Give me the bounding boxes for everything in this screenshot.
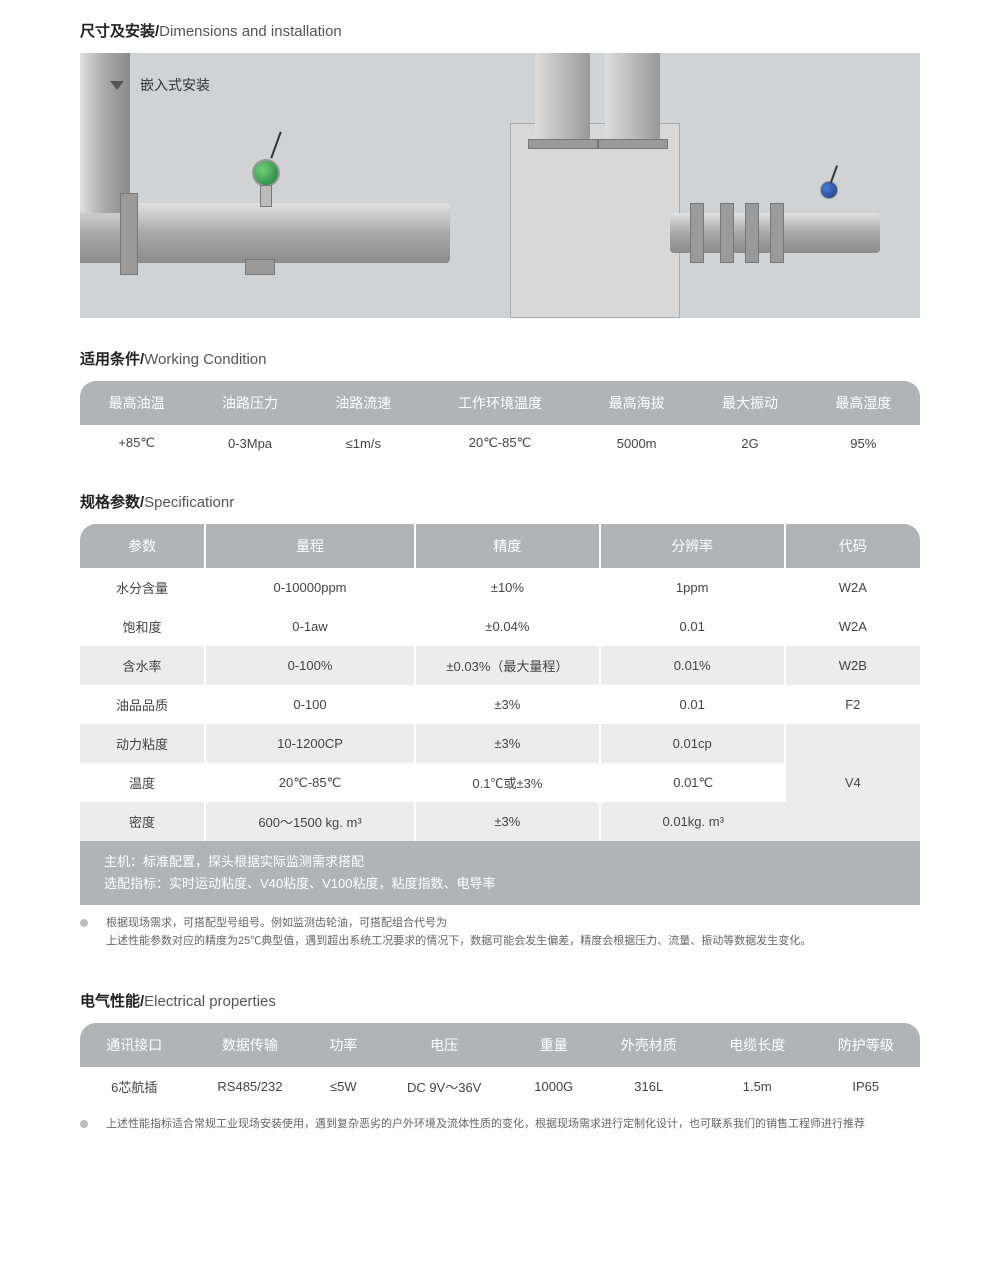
bullet-icon bbox=[80, 919, 88, 927]
el-h5: 外壳材质 bbox=[595, 1023, 703, 1067]
sp-h2: 精度 bbox=[416, 524, 601, 568]
wc-h4: 最高海拔 bbox=[580, 381, 693, 425]
elec-footnote: 上述性能指标适合常规工业现场安装使用，遇到复杂恶劣的户外环境及流体性质的变化，根… bbox=[80, 1116, 920, 1134]
wc-c3: 20℃-85℃ bbox=[420, 425, 580, 461]
table-row: 动力粘度 10-1200CP ±3% 0.01cp V4 bbox=[80, 724, 920, 763]
el-h7: 防护等级 bbox=[811, 1023, 920, 1067]
table-row: +85℃ 0-3Mpa ≤1m/s 20℃-85℃ 5000m 2G 95% bbox=[80, 425, 920, 461]
spec-note-row: 主机：标准配置，探头根据实际监测需求搭配 选配指标：实时运动粘度、V40粘度、V… bbox=[80, 841, 920, 905]
spec-note-line2: 选配指标：实时运动粘度、V40粘度、V100粘度，粘度指数、电导率 bbox=[104, 873, 896, 895]
el-h2: 功率 bbox=[311, 1023, 375, 1067]
wc-h2: 油路流速 bbox=[307, 381, 420, 425]
wc-c0: +85℃ bbox=[80, 425, 193, 461]
install-type-text: 嵌入式安装 bbox=[140, 75, 210, 95]
wc-h6: 最高湿度 bbox=[807, 381, 920, 425]
wc-c5: 2G bbox=[693, 425, 806, 461]
spec-note-line1: 主机：标准配置，探头根据实际监测需求搭配 bbox=[104, 851, 896, 873]
table-row: 饱和度 0-1aw ±0.04% 0.01 W2A bbox=[80, 607, 920, 646]
spec-footnote-line2: 上述性能参数对应的精度为25℃典型值，遇到超出系统工况要求的情况下，数据可能会发… bbox=[106, 933, 811, 951]
dimensions-title: 尺寸及安装/Dimensions and installation bbox=[80, 20, 920, 41]
table-row: 6芯航插 RS485/232 ≤5W DC 9V～36V 1000G 316L … bbox=[80, 1067, 920, 1106]
elec-title-zh: 电气性能/ bbox=[80, 993, 144, 1010]
table-row: 水分含量 0-10000ppm ±10% 1ppm W2A bbox=[80, 568, 920, 607]
wc-h3: 工作环境温度 bbox=[420, 381, 580, 425]
wc-h5: 最大振动 bbox=[693, 381, 806, 425]
elec-title-en: Electrical properties bbox=[144, 993, 276, 1010]
el-h3: 电压 bbox=[375, 1023, 513, 1067]
table-row: 油品品质 0-100 ±3% 0.01 F2 bbox=[80, 685, 920, 724]
dimensions-title-en: Dimensions and installation bbox=[159, 23, 342, 40]
wc-c4: 5000m bbox=[580, 425, 693, 461]
table-row: 含水率 0-100% ±0.03%（最大量程） 0.01% W2B bbox=[80, 646, 920, 685]
spec-title-zh: 规格参数/ bbox=[80, 494, 144, 511]
install-type-label: 嵌入式安装 bbox=[110, 75, 210, 95]
specification-table: 参数 量程 精度 分辨率 代码 水分含量 0-10000ppm ±10% 1pp… bbox=[80, 524, 920, 905]
elec-title: 电气性能/Electrical properties bbox=[80, 990, 920, 1011]
wc-c1: 0-3Mpa bbox=[193, 425, 306, 461]
wc-c6: 95% bbox=[807, 425, 920, 461]
wc-h0: 最高油温 bbox=[80, 381, 193, 425]
sp-h1: 量程 bbox=[206, 524, 416, 568]
working-title-en: Working Condition bbox=[144, 351, 266, 368]
working-title-zh: 适用条件/ bbox=[80, 351, 144, 368]
sp-h3: 分辨率 bbox=[601, 524, 786, 568]
spec-title-en: Specificationr bbox=[144, 494, 234, 511]
el-h4: 重量 bbox=[513, 1023, 594, 1067]
working-title: 适用条件/Working Condition bbox=[80, 348, 920, 369]
electrical-table: 通讯接口 数据传输 功率 电压 重量 外壳材质 电缆长度 防护等级 6芯航插 R… bbox=[80, 1023, 920, 1106]
installation-render: 嵌入式安装 bbox=[80, 53, 920, 318]
sp-h0: 参数 bbox=[80, 524, 206, 568]
dropdown-icon bbox=[110, 81, 124, 90]
bullet-icon bbox=[80, 1120, 88, 1128]
dimensions-title-zh: 尺寸及安装/ bbox=[80, 23, 159, 40]
spec-title: 规格参数/Specificationr bbox=[80, 491, 920, 512]
spec-footnote-line1: 根据现场需求，可搭配型号组号。例如监测齿轮油，可搭配组合代号为 bbox=[106, 915, 811, 933]
el-h6: 电缆长度 bbox=[703, 1023, 811, 1067]
sp-h4: 代码 bbox=[786, 524, 920, 568]
elec-footnote-text: 上述性能指标适合常规工业现场安装使用，遇到复杂恶劣的户外环境及流体性质的变化，根… bbox=[106, 1116, 865, 1134]
wc-c2: ≤1m/s bbox=[307, 425, 420, 461]
working-condition-table: 最高油温 油路压力 油路流速 工作环境温度 最高海拔 最大振动 最高湿度 +85… bbox=[80, 381, 920, 461]
wc-h1: 油路压力 bbox=[193, 381, 306, 425]
el-h1: 数据传输 bbox=[188, 1023, 311, 1067]
el-h0: 通讯接口 bbox=[80, 1023, 188, 1067]
spec-footnote: 根据现场需求，可搭配型号组号。例如监测齿轮油，可搭配组合代号为 上述性能参数对应… bbox=[80, 915, 920, 950]
